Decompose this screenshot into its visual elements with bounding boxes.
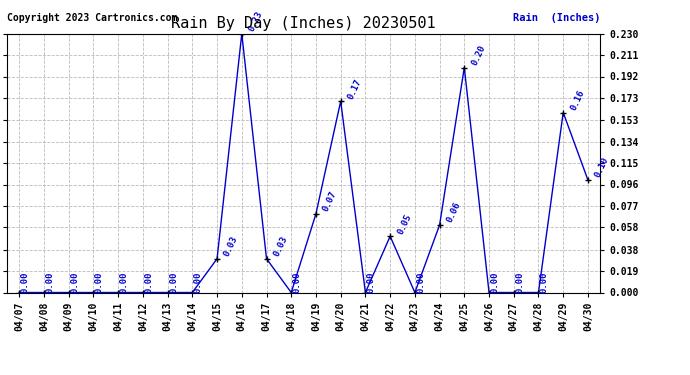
Text: 0.00: 0.00 <box>144 272 153 293</box>
Text: 0.05: 0.05 <box>395 212 413 236</box>
Text: 0.00: 0.00 <box>367 272 376 293</box>
Text: 0.00: 0.00 <box>540 272 549 293</box>
Text: Rain  (Inches): Rain (Inches) <box>513 13 600 23</box>
Text: 0.00: 0.00 <box>515 272 524 293</box>
Text: 0.00: 0.00 <box>95 272 103 293</box>
Text: 0.00: 0.00 <box>293 272 302 293</box>
Text: 0.00: 0.00 <box>491 272 500 293</box>
Text: 0.10: 0.10 <box>593 156 611 179</box>
Text: 0.00: 0.00 <box>21 272 30 293</box>
Text: 0.00: 0.00 <box>119 272 128 293</box>
Text: 0.00: 0.00 <box>169 272 178 293</box>
Text: 0.00: 0.00 <box>416 272 425 293</box>
Text: 0.00: 0.00 <box>70 272 79 293</box>
Text: 0.00: 0.00 <box>194 272 203 293</box>
Text: 0.00: 0.00 <box>46 272 55 293</box>
Text: 0.03: 0.03 <box>223 235 240 258</box>
Text: Copyright 2023 Cartronics.com: Copyright 2023 Cartronics.com <box>7 13 177 23</box>
Text: 0.20: 0.20 <box>470 44 487 67</box>
Text: 0.07: 0.07 <box>322 190 339 213</box>
Title: Rain By Day (Inches) 20230501: Rain By Day (Inches) 20230501 <box>171 16 436 31</box>
Text: 0.23: 0.23 <box>247 10 264 33</box>
Text: 0.06: 0.06 <box>445 201 462 224</box>
Text: 0.03: 0.03 <box>272 235 289 258</box>
Text: 0.16: 0.16 <box>569 88 586 112</box>
Text: 0.17: 0.17 <box>346 77 364 101</box>
